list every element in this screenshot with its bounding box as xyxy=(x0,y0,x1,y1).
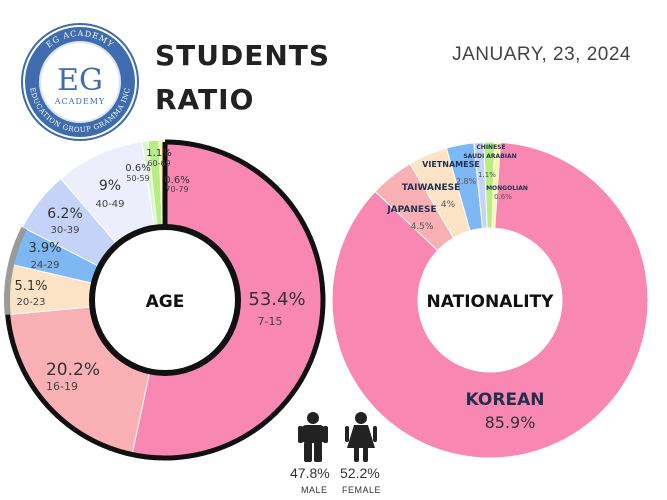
male-icon xyxy=(298,412,328,462)
age-range-16-19: 16-19 xyxy=(46,380,78,393)
age-percent-70-79: 0.6% xyxy=(164,175,189,186)
age-range-7-15: 7-15 xyxy=(258,315,283,328)
age-range-60-69: 60-69 xyxy=(147,159,170,168)
age-range-40-49: 40-49 xyxy=(95,199,124,210)
female-icon xyxy=(345,412,377,462)
age-center-hole xyxy=(89,224,241,376)
age-percent-20-23: 5.1% xyxy=(14,279,47,294)
age-percent-60-69: 1.1% xyxy=(146,148,171,159)
age-percent-30-39: 6.2% xyxy=(47,206,83,222)
logo-monogram: EG xyxy=(57,63,103,98)
female-label: FEMALE xyxy=(342,485,382,495)
nationality-percent-vietnamese: 2.8% xyxy=(456,177,477,186)
gender-split: 47.8% 52.2% MALE FEMALE xyxy=(290,412,390,497)
page-title-line2: RATIO xyxy=(155,83,255,116)
nationality-percent-saudi-arabian: 1.1% xyxy=(478,171,496,179)
age-percent-16-19: 20.2% xyxy=(46,360,100,380)
nationality-name-chinese: CHINESE xyxy=(476,144,505,151)
age-young-adult-highlight xyxy=(4,226,27,315)
nationality-name-mongolian: MONGOLIAN xyxy=(486,185,528,192)
nationality-name-japanese: JAPANESE xyxy=(386,205,436,215)
age-range-70-79: 70-79 xyxy=(165,185,188,194)
nationality-center-hole xyxy=(418,228,562,372)
age-range-50-59: 50-59 xyxy=(126,174,149,183)
nationality-name-taiwanese: TAIWANESE xyxy=(402,183,461,193)
nationality-name-vietnamese: VIETNAMESE xyxy=(422,160,480,169)
nationality-percent-mongolian: 0.6% xyxy=(494,193,512,201)
eg-academy-logo: EG ACADEMY EDUCATION GROUP GRAMMA INC EG… xyxy=(21,23,139,141)
report-date: JANUARY, 23, 2024 xyxy=(452,44,631,65)
age-percent-24-29: 3.9% xyxy=(28,241,61,256)
age-percent-40-49: 9% xyxy=(99,178,121,194)
nationality-percent-korean: 85.9% xyxy=(485,413,536,432)
age-percent-7-15: 53.4% xyxy=(248,289,305,310)
age-percent-50-59: 0.6% xyxy=(125,163,150,174)
nationality-center-label: NATIONALITY xyxy=(427,292,555,312)
nationality-donut-chart: NATIONALITY KOREAN 85.9% JAPANESE 4.5% TAIWA… xyxy=(331,141,649,459)
age-donut-chart: AGE 53.4% 7-15 20.2%16-19 5.1% 20-23 3.9% 24-2… xyxy=(4,139,326,461)
age-range-24-29: 24-29 xyxy=(30,260,59,271)
nationality-percent-taiwanese: 4% xyxy=(441,200,456,210)
nationality-name-korean: KOREAN xyxy=(466,390,545,410)
age-range-20-23: 20-23 xyxy=(16,297,45,308)
nationality-name-saudi-arabian: SAUDI ARABIAN xyxy=(463,153,516,160)
female-percent: 52.2% xyxy=(340,465,380,481)
age-range-30-39: 30-39 xyxy=(50,225,79,236)
age-outer-border xyxy=(5,139,326,461)
page-title-line1: STUDENTS xyxy=(155,39,331,72)
nationality-percent-japanese: 4.5% xyxy=(411,222,434,232)
age-center-label: AGE xyxy=(146,292,185,312)
male-percent: 47.8% xyxy=(290,465,330,481)
male-label: MALE xyxy=(301,485,328,495)
logo-subtitle: ACADEMY xyxy=(54,97,105,106)
